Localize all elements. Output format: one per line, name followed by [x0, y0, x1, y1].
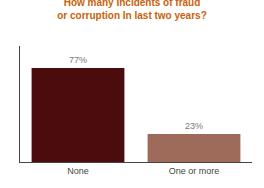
svg-text:One or more: One or more — [169, 166, 220, 176]
svg-text:77%: 77% — [69, 55, 87, 65]
svg-text:23%: 23% — [185, 121, 203, 131]
svg-text:How many Incidents of fraudor: How many Incidents of fraudor corruption… — [57, 0, 206, 21]
svg-text:None: None — [67, 166, 89, 176]
